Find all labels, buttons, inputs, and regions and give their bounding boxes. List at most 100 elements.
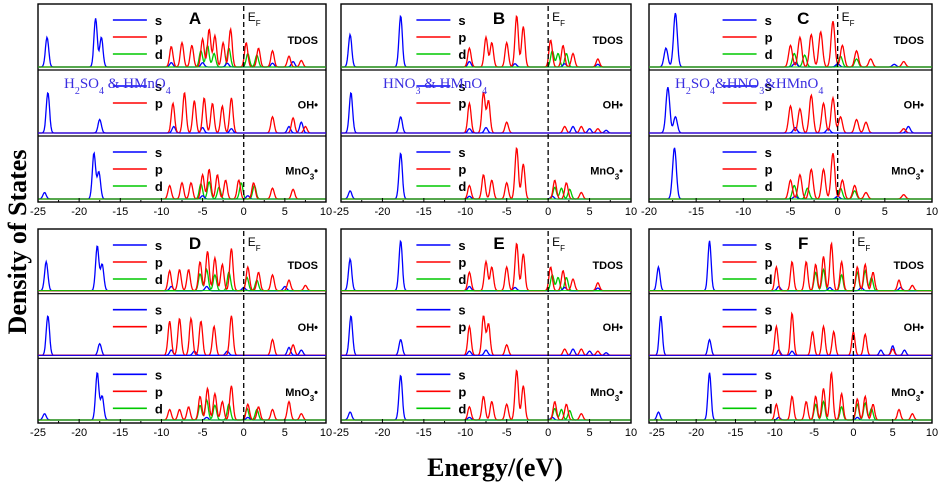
p-orbital-curve xyxy=(38,168,326,200)
x-tick-label: 10 xyxy=(926,206,938,218)
legend-label-p: p xyxy=(458,30,466,45)
panel-letter: C xyxy=(797,9,809,28)
s-orbital-curve xyxy=(341,91,631,134)
x-tick-label: -25 xyxy=(30,427,46,439)
subplot-label: MnO3• xyxy=(590,165,623,181)
legend-label-p: p xyxy=(155,384,163,399)
legend-label-d: d xyxy=(765,47,773,62)
subplot-label: TDOS xyxy=(592,260,623,272)
legend-label-s: s xyxy=(155,79,162,94)
legend-label-s: s xyxy=(765,13,772,28)
x-tick-label: -5 xyxy=(502,206,512,218)
legend-label-s: s xyxy=(458,238,465,253)
legend-label-s: s xyxy=(155,303,162,318)
subplot-tdos: spd TDOS xyxy=(341,238,631,292)
subplot-tdos: spd TDOS xyxy=(38,13,326,68)
panel-frame xyxy=(648,3,933,203)
x-tick-label: 5 xyxy=(282,206,288,218)
y-axis-label: Density of States xyxy=(3,150,32,335)
x-tick-label: -5 xyxy=(198,427,208,439)
legend-label-p: p xyxy=(765,255,773,270)
fermi-label: EF xyxy=(552,10,565,28)
legend-label-s: s xyxy=(155,367,162,382)
x-tick-label: 0 xyxy=(241,206,247,218)
subplot-label: OH• xyxy=(904,99,925,111)
legend-label-p: p xyxy=(765,162,773,177)
x-tick-label: 0 xyxy=(545,427,551,439)
legend-label-s: s xyxy=(458,145,465,160)
subplot-mno: spd MnO3• xyxy=(38,357,326,421)
x-axis-label: Energy/(eV) xyxy=(427,453,563,482)
legend-label-s: s xyxy=(765,303,772,318)
panel-letter: E xyxy=(493,234,504,253)
x-tick-label: -15 xyxy=(112,206,128,218)
x-tick-label: 5 xyxy=(890,427,896,439)
d-orbital-curve xyxy=(649,184,932,200)
panel-letter: D xyxy=(189,234,201,253)
legend-label-p: p xyxy=(155,30,163,45)
legend-label-p: p xyxy=(458,320,466,335)
legend-label-s: s xyxy=(765,238,772,253)
legend-label-d: d xyxy=(155,272,163,287)
p-orbital-curve xyxy=(341,146,631,200)
x-tick-label: 0 xyxy=(545,206,551,218)
p-orbital-curve xyxy=(341,369,631,421)
legend-label-p: p xyxy=(458,255,466,270)
subplot-tdos: spd TDOS xyxy=(341,13,631,68)
x-tick-label: 5 xyxy=(587,427,593,439)
x-tick-label: 5 xyxy=(282,427,288,439)
p-orbital-curve xyxy=(649,20,932,68)
legend-label-d: d xyxy=(155,401,163,416)
subplot-tdos: spd TDOS xyxy=(38,238,326,292)
d-orbital-curve xyxy=(38,44,326,68)
subplot-label: TDOS xyxy=(287,35,318,47)
subplot-label: MnO3• xyxy=(891,165,924,181)
x-tick-label: -20 xyxy=(374,206,390,218)
subplot-oh: sp OH• xyxy=(341,293,631,356)
x-tick-label: -15 xyxy=(416,206,432,218)
s-orbital-curve xyxy=(341,239,631,292)
x-tick-label: 0 xyxy=(835,206,841,218)
fermi-label: EF xyxy=(552,235,565,253)
x-tick-label: -5 xyxy=(198,206,208,218)
s-orbital-curve xyxy=(649,147,932,200)
legend-label-d: d xyxy=(765,272,773,287)
legend-label-p: p xyxy=(765,96,773,111)
subplot-label: OH• xyxy=(603,99,624,111)
x-tick-label: -20 xyxy=(71,206,87,218)
subplot-mno: spd MnO3• xyxy=(649,135,932,200)
x-tick-label: -25 xyxy=(30,206,46,218)
s-orbital-curve xyxy=(38,151,326,200)
subplot-mno: spd MnO3• xyxy=(341,135,631,200)
x-tick-label: 10 xyxy=(625,427,637,439)
x-tick-label: -20 xyxy=(374,427,390,439)
s-orbital-curve xyxy=(341,14,631,68)
legend-label-s: s xyxy=(765,367,772,382)
d-orbital-curve xyxy=(649,52,932,68)
legend-label-d: d xyxy=(458,47,466,62)
legend-label-p: p xyxy=(458,96,466,111)
legend-label-d: d xyxy=(458,272,466,287)
x-tick-label: 0 xyxy=(241,427,247,439)
panel-letter: A xyxy=(189,9,201,28)
legend-label-s: s xyxy=(155,13,162,28)
legend-label-p: p xyxy=(155,320,163,335)
subplot-tdos: spd TDOS xyxy=(649,238,932,292)
subplot-label: OH• xyxy=(904,322,925,334)
x-tick-label: 5 xyxy=(587,206,593,218)
subplot-oh: sp OH• xyxy=(38,293,326,356)
x-tick-label: -25 xyxy=(649,427,665,439)
legend-label-s: s xyxy=(765,145,772,160)
x-tick-label: -10 xyxy=(735,206,751,218)
x-tick-label: -5 xyxy=(502,427,512,439)
subplot-mno: spd MnO3• xyxy=(649,357,932,421)
subplot-oh: sp OH• xyxy=(38,69,326,134)
d-orbital-curve xyxy=(341,273,631,292)
legend-label-s: s xyxy=(155,238,162,253)
x-tick-label: -15 xyxy=(728,427,744,439)
panel-frame xyxy=(340,3,632,203)
p-orbital-curve xyxy=(38,26,326,68)
